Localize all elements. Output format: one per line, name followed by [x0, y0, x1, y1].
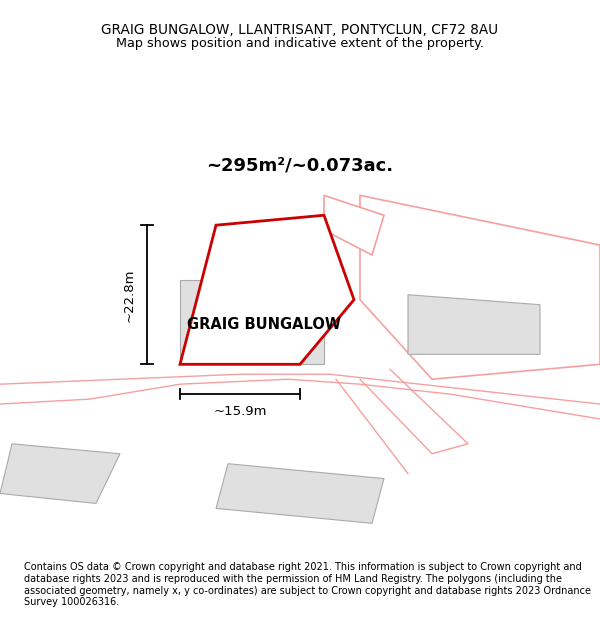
Text: Map shows position and indicative extent of the property.: Map shows position and indicative extent…: [116, 38, 484, 50]
Text: ~295m²/~0.073ac.: ~295m²/~0.073ac.: [206, 156, 394, 174]
Polygon shape: [0, 444, 120, 504]
Text: GRAIG BUNGALOW: GRAIG BUNGALOW: [187, 317, 341, 332]
Text: Contains OS data © Crown copyright and database right 2021. This information is : Contains OS data © Crown copyright and d…: [24, 562, 591, 608]
Polygon shape: [180, 280, 324, 364]
Text: ~22.8m: ~22.8m: [122, 268, 136, 321]
Text: GRAIG BUNGALOW, LLANTRISANT, PONTYCLUN, CF72 8AU: GRAIG BUNGALOW, LLANTRISANT, PONTYCLUN, …: [101, 23, 499, 37]
Polygon shape: [360, 196, 600, 379]
Polygon shape: [216, 464, 384, 523]
Polygon shape: [324, 196, 384, 255]
Text: ~15.9m: ~15.9m: [213, 405, 267, 418]
Polygon shape: [180, 215, 354, 364]
Polygon shape: [408, 295, 540, 354]
